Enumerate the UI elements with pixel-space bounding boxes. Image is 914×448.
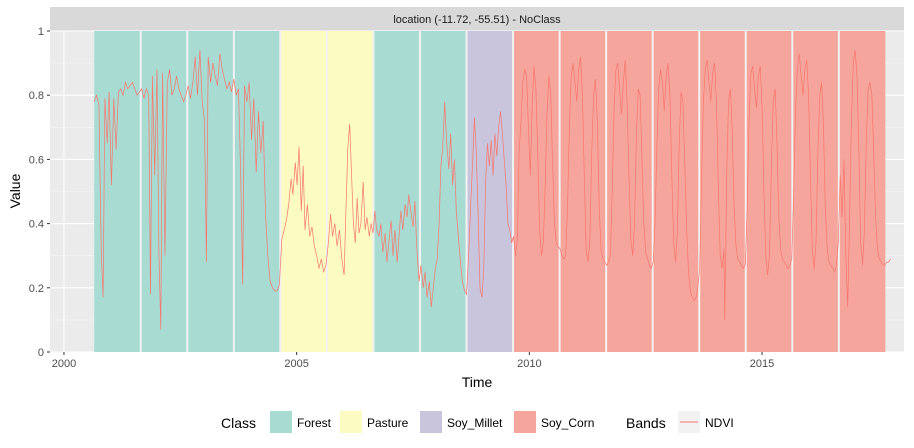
x-tick-label: 2015 <box>750 358 774 370</box>
y-tick-label: 0.4 <box>29 219 44 231</box>
y-tick-label: 0.8 <box>29 90 44 102</box>
class-band-forest <box>373 31 420 352</box>
y-tick-label: 1 <box>38 26 44 38</box>
class-band-soy-corn <box>699 31 746 352</box>
facet-strip-background <box>50 7 904 31</box>
legend-class-label: Soy_Corn <box>541 416 594 430</box>
legend-class-swatch <box>340 411 362 433</box>
class-band-soy-corn <box>652 31 700 352</box>
facet-strip-title: location (-11.72, -55.51) - NoClass <box>393 14 561 26</box>
class-band-soy-corn <box>513 31 560 352</box>
class-period-bands <box>94 31 886 352</box>
class-band-soy-corn <box>559 31 607 352</box>
class-band-soy-corn <box>792 31 839 352</box>
x-axis-title: Time <box>462 374 493 390</box>
legend-band-label: NDVI <box>705 416 734 430</box>
legend-class-swatch <box>270 411 292 433</box>
legend-band-items: NDVI <box>678 411 734 433</box>
legend-class-swatch <box>514 411 536 433</box>
legend-class-swatch <box>420 411 442 433</box>
legend: Class Forest Pasture Soy_Millet Soy_Corn Ba… <box>221 411 734 433</box>
legend-class-title: Class <box>221 415 256 431</box>
y-axis: 0 0.2 0.4 0.6 0.8 1 <box>29 26 50 359</box>
class-band-pasture <box>326 31 374 352</box>
y-tick-label: 0 <box>38 347 44 359</box>
x-tick-label: 2010 <box>517 358 541 370</box>
x-tick-label: 2000 <box>52 358 76 370</box>
class-band-forest <box>233 31 281 352</box>
legend-bands-title: Bands <box>626 415 666 431</box>
class-band-soy-corn <box>838 31 886 352</box>
legend-class-label: Forest <box>297 416 332 430</box>
facet-strip: location (-11.72, -55.51) - NoClass <box>50 7 904 31</box>
class-band-soy-millet <box>466 31 514 352</box>
legend-class-label: Soy_Millet <box>447 416 503 430</box>
series-line-ndvi <box>93 50 891 330</box>
x-axis: 2000 2005 2010 2015 <box>52 352 774 370</box>
legend-class-items: Forest Pasture Soy_Millet Soy_Corn <box>270 411 594 433</box>
class-band-forest <box>419 31 467 352</box>
ndvi-series-layer <box>93 50 891 330</box>
y-tick-label: 0.2 <box>29 283 44 295</box>
x-tick-label: 2005 <box>284 358 308 370</box>
y-tick-label: 0.6 <box>29 154 44 166</box>
y-axis-title: Value <box>7 173 23 208</box>
legend-class-label: Pasture <box>367 416 409 430</box>
class-band-forest <box>94 31 141 352</box>
class-band-soy-corn <box>745 31 793 352</box>
